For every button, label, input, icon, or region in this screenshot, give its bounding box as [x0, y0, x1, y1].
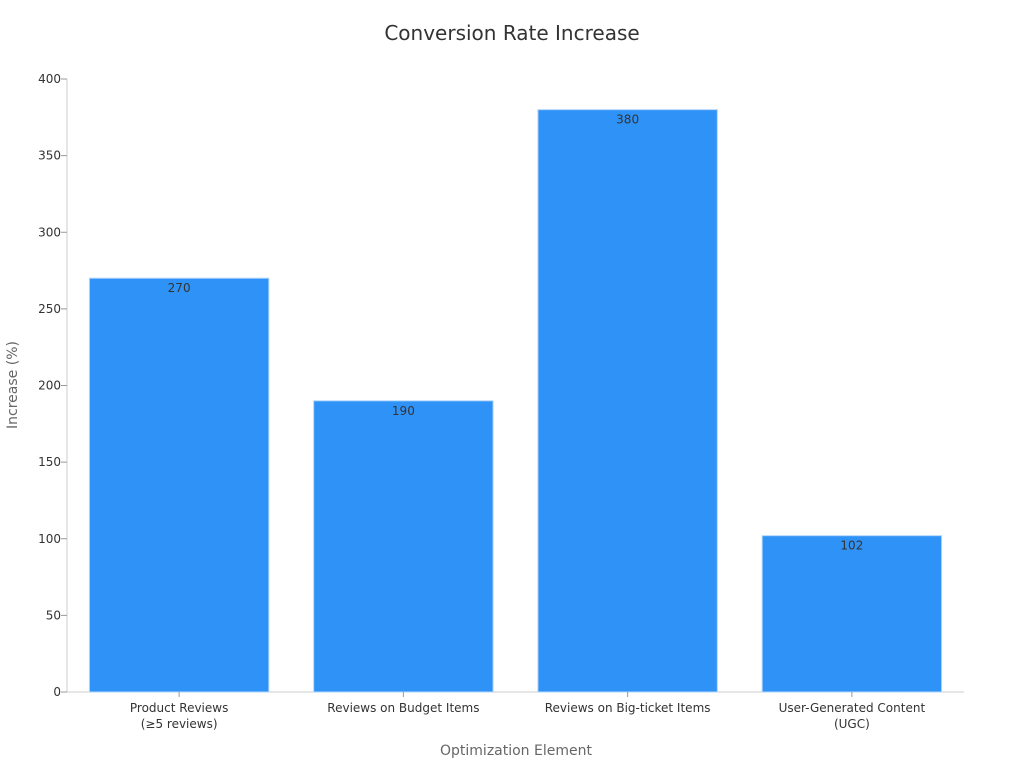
- bar-value-label: 102: [840, 539, 863, 553]
- x-tick-label: Reviews on Big-ticket Items: [545, 701, 711, 715]
- bar: [313, 400, 494, 693]
- y-tick-label: 0: [53, 685, 61, 699]
- y-axis-label: Increase (%): [5, 341, 21, 429]
- bar-value-label: 190: [392, 404, 415, 418]
- x-axis-ticks: Product Reviews (≥5 reviews) Reviews on Bu…: [130, 692, 926, 731]
- bars-group: 270 190 380 102: [88, 109, 943, 693]
- y-axis-ticks: 0 50 100 150 200 250 300 350 400: [38, 72, 67, 699]
- y-tick-label: 300: [38, 225, 61, 239]
- bar: [88, 277, 270, 693]
- y-tick-label: 350: [38, 149, 61, 163]
- bar: [761, 535, 943, 693]
- bar-value-label: 380: [616, 113, 639, 127]
- y-tick-label: 200: [38, 379, 61, 393]
- y-tick-label: 100: [38, 532, 61, 546]
- y-tick-label: 250: [38, 302, 61, 316]
- x-axis-label: Optimization Element: [440, 743, 592, 759]
- chart-title: Conversion Rate Increase: [384, 21, 639, 45]
- y-tick-label: 50: [46, 608, 61, 622]
- bar-value-label: 270: [168, 281, 191, 295]
- bar: [537, 109, 718, 693]
- x-tick-label: Product Reviews (≥5 reviews): [130, 701, 228, 731]
- x-tick-label: User-Generated Content (UGC): [779, 701, 926, 731]
- y-tick-label: 150: [38, 455, 61, 469]
- y-tick-label: 400: [38, 72, 61, 86]
- x-tick-label: Reviews on Budget Items: [327, 701, 479, 715]
